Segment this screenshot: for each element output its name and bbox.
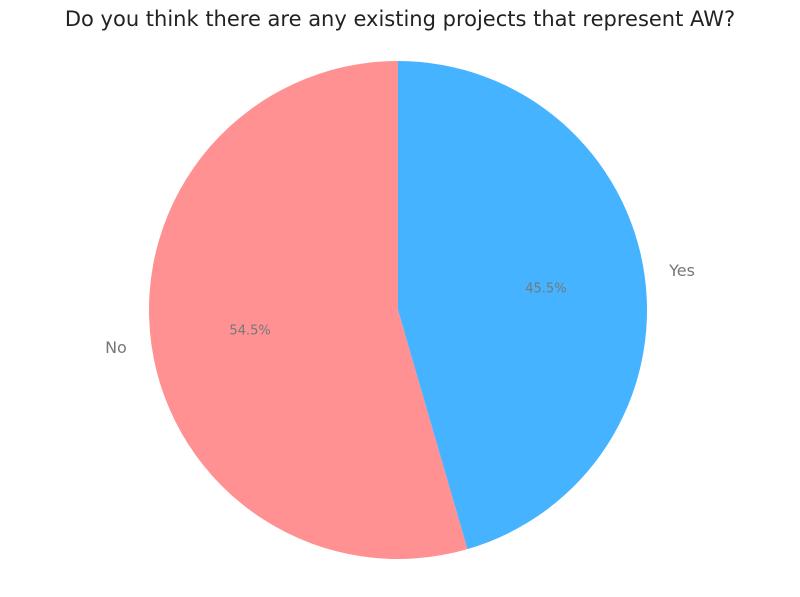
slice-label: No <box>105 338 127 357</box>
value-label: 45.5% <box>525 281 566 296</box>
chart-title: Do you think there are any existing proj… <box>65 7 735 31</box>
pie-slice <box>398 61 647 550</box>
slice-label: Yes <box>668 261 695 280</box>
pie-slice <box>148 61 468 559</box>
value-label: 54.5% <box>229 324 270 339</box>
